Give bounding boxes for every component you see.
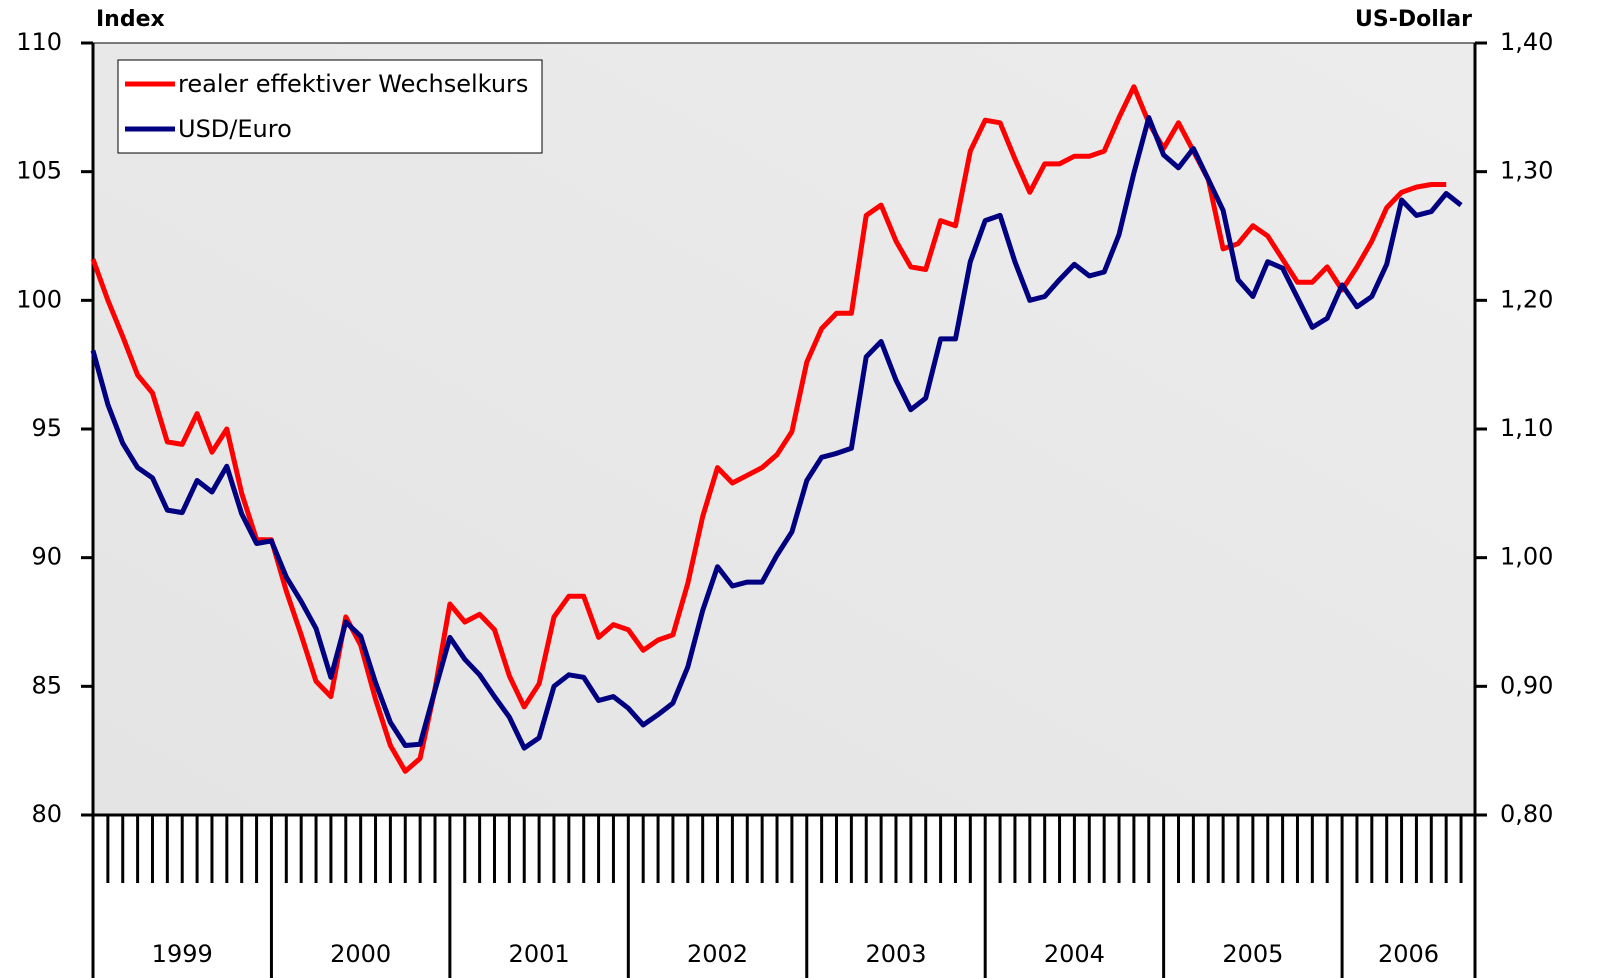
year-label: 1999 (152, 940, 213, 968)
plot-area (93, 43, 1475, 815)
y-axis-title: Index (96, 7, 165, 32)
y2-tick-label: 0,90 (1500, 671, 1553, 699)
series-line (90, 84, 1447, 774)
year-label: 2002 (687, 940, 748, 968)
y-tick-label: 100 (16, 285, 62, 313)
legend-box (117, 59, 543, 154)
y2-tick-label: 0,80 (1500, 800, 1553, 828)
y2-axis-title: US-Dollar (1355, 7, 1472, 32)
year-label: 2001 (509, 940, 570, 968)
y-tick-label: 95 (31, 414, 62, 442)
y2-tick-label: 1,00 (1500, 543, 1553, 571)
y-tick-label: 85 (31, 671, 62, 699)
y-tick-label: 90 (31, 543, 62, 571)
year-label: 2000 (330, 940, 391, 968)
year-label: 2004 (1044, 940, 1105, 968)
y2-tick-label: 1,10 (1500, 414, 1553, 442)
y-tick-label: 80 (31, 800, 62, 828)
legend-label: realer effektiver Wechselkurs (178, 70, 528, 98)
y2-tick-label: 1,30 (1500, 157, 1553, 185)
year-label: 2005 (1222, 940, 1283, 968)
series-line (90, 115, 1463, 751)
year-label: 2003 (865, 940, 926, 968)
year-label: 2006 (1378, 940, 1439, 968)
y2-tick-label: 1,20 (1500, 285, 1553, 313)
y-tick-label: 105 (16, 157, 62, 185)
legend-label: USD/Euro (178, 115, 292, 143)
y-tick-label: 110 (16, 28, 62, 56)
y2-tick-label: 1,40 (1500, 28, 1553, 56)
